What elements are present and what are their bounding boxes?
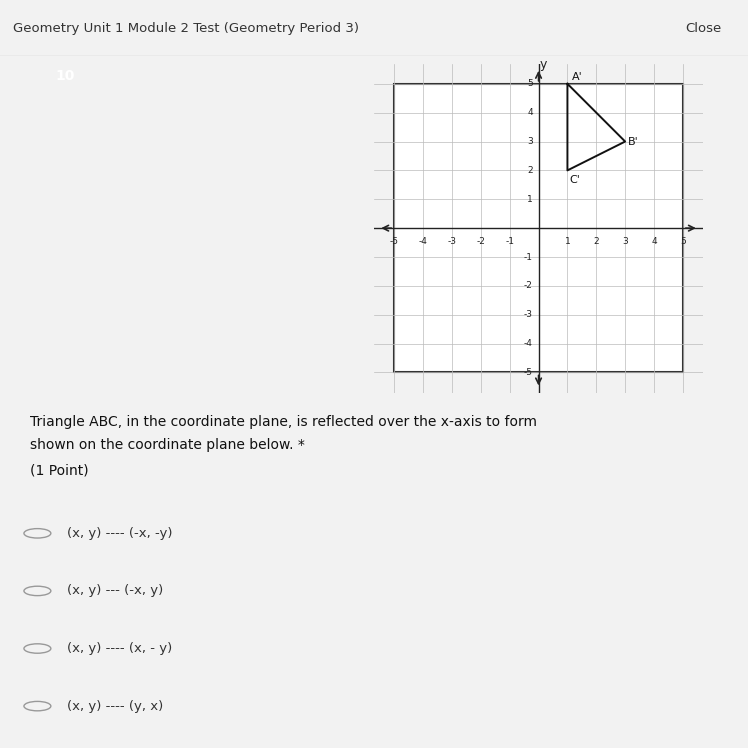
Text: 5: 5	[680, 237, 686, 246]
Text: 2: 2	[527, 166, 533, 175]
Text: 3: 3	[622, 237, 628, 246]
Text: 4: 4	[652, 237, 657, 246]
Text: (x, y) --- (-x, y): (x, y) --- (-x, y)	[67, 584, 164, 598]
Text: A': A'	[571, 73, 583, 82]
Text: 10: 10	[56, 69, 75, 82]
Text: Geometry Unit 1 Module 2 Test (Geometry Period 3): Geometry Unit 1 Module 2 Test (Geometry …	[13, 22, 360, 34]
Text: -3: -3	[524, 310, 533, 319]
Text: -3: -3	[447, 237, 456, 246]
Text: (x, y) ---- (y, x): (x, y) ---- (y, x)	[67, 699, 164, 713]
Text: -4: -4	[524, 339, 533, 348]
Text: Close: Close	[686, 22, 722, 34]
Text: -5: -5	[524, 368, 533, 377]
Text: (x, y) ---- (-x, -y): (x, y) ---- (-x, -y)	[67, 527, 173, 540]
Text: Triangle ABC, in the coordinate plane, is reflected over the x-axis to form: Triangle ABC, in the coordinate plane, i…	[30, 414, 537, 429]
Text: 1: 1	[565, 237, 570, 246]
Text: -5: -5	[390, 237, 399, 246]
Bar	[394, 84, 683, 373]
Text: (x, y) ---- (x, - y): (x, y) ---- (x, - y)	[67, 642, 173, 655]
Text: y: y	[539, 58, 547, 71]
Text: -2: -2	[476, 237, 485, 246]
Text: 1: 1	[527, 194, 533, 203]
Text: -4: -4	[419, 237, 428, 246]
Text: 4: 4	[527, 108, 533, 117]
Text: shown on the coordinate plane below. *: shown on the coordinate plane below. *	[30, 438, 304, 452]
Text: 3: 3	[527, 137, 533, 146]
Text: C': C'	[570, 175, 580, 185]
Text: B': B'	[628, 137, 638, 147]
Text: 5: 5	[527, 79, 533, 88]
Text: -1: -1	[505, 237, 514, 246]
Text: -1: -1	[524, 253, 533, 262]
Text: (1 Point): (1 Point)	[30, 464, 88, 478]
Text: -2: -2	[524, 281, 533, 290]
Text: 2: 2	[593, 237, 599, 246]
